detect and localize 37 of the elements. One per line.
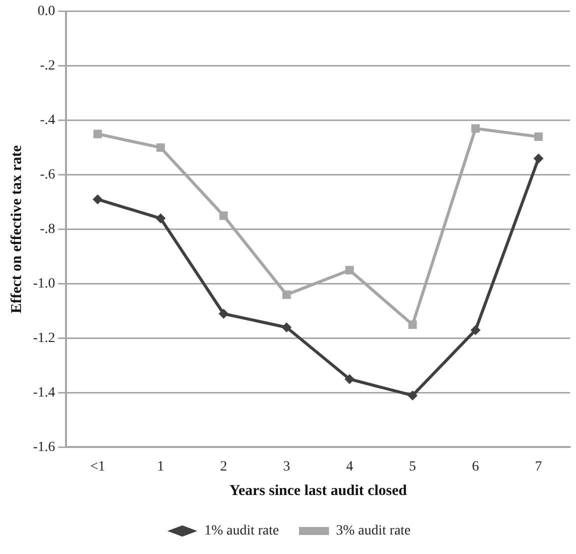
- x-tick-label: 2: [220, 459, 228, 474]
- x-tick-label: 1: [157, 459, 164, 474]
- point: [282, 290, 291, 299]
- point: [345, 266, 354, 274]
- x-axis-title: Years since last audit closed: [229, 482, 408, 499]
- x-tick-label: 3: [283, 459, 290, 474]
- point: [344, 374, 355, 384]
- point: [156, 143, 165, 152]
- y-tick-label: -.8: [40, 222, 56, 237]
- y-tick-label: -.4: [40, 113, 56, 128]
- point: [93, 130, 102, 138]
- y-tick-label: -1.2: [32, 330, 56, 346]
- y-tick-label: -1.6: [32, 440, 56, 455]
- y-tick-label: 0.0: [38, 4, 56, 20]
- y-tick-label: -.2: [40, 58, 56, 74]
- point: [408, 320, 417, 329]
- point: [471, 124, 480, 133]
- point: [219, 211, 228, 220]
- point: [408, 390, 418, 400]
- point: [470, 325, 481, 336]
- x-tick-label: 4: [346, 459, 354, 474]
- point: [92, 194, 103, 204]
- point: [534, 153, 544, 164]
- point: [282, 322, 292, 332]
- point: [156, 213, 166, 224]
- y-tick-label: -1.4: [32, 385, 56, 400]
- x-tick-label: 6: [472, 459, 480, 474]
- legend-label: 1% audit rate: [204, 524, 280, 539]
- point: [218, 308, 229, 319]
- y-tick-label: -.6: [40, 167, 56, 182]
- x-tick-label: 5: [409, 459, 416, 474]
- y-tick-label: -1.0: [32, 276, 56, 292]
- x-tick-label: <1: [90, 459, 106, 474]
- x-tick-label: 7: [535, 459, 542, 474]
- point: [534, 132, 543, 141]
- y-axis-title: Effect on effective tax rate: [8, 144, 25, 314]
- legend-label: 3% audit rate: [336, 524, 411, 539]
